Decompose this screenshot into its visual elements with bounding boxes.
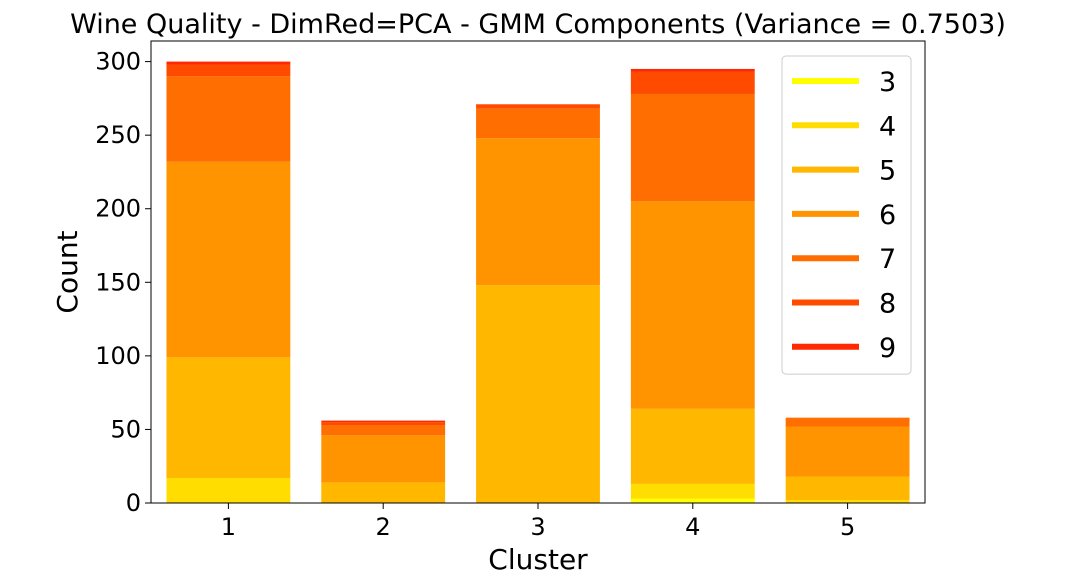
- bar-segment-cluster-3-quality-5: [476, 285, 600, 503]
- legend-label-8: 8: [879, 289, 896, 320]
- legend-label-7: 7: [879, 244, 896, 275]
- legend-label-5: 5: [879, 156, 896, 187]
- y-axis-label: Count: [51, 230, 84, 313]
- y-tick-label: 200: [95, 195, 141, 223]
- bar-segment-cluster-1-quality-9: [166, 61, 291, 65]
- y-tick-label: 150: [95, 268, 141, 296]
- x-tick-label: 2: [376, 513, 391, 541]
- bar-segment-cluster-1-quality-8: [166, 64, 291, 77]
- legend-label-4: 4: [879, 111, 896, 142]
- bar-segment-cluster-4-quality-4: [630, 483, 755, 499]
- bar-segment-cluster-2-quality-5: [321, 482, 446, 503]
- legend: 3 4 5 6 7 8 9: [781, 55, 912, 375]
- x-axis-label: Cluster: [488, 543, 588, 576]
- bar-segment-cluster-4-quality-3: [630, 498, 755, 503]
- bar-segment-cluster-2-quality-8: [321, 422, 446, 426]
- y-tick-label: 250: [95, 121, 141, 149]
- bar-segment-cluster-1-quality-7: [166, 76, 291, 162]
- x-tick-label: 5: [840, 513, 855, 541]
- bar-segment-cluster-5-quality-6: [785, 426, 910, 477]
- bar-segment-cluster-4-quality-5: [630, 408, 755, 484]
- bar-segment-cluster-3-quality-6: [476, 138, 600, 286]
- bar-segment-cluster-5-quality-7: [785, 417, 910, 427]
- bar-segment-cluster-3-quality-8: [476, 104, 600, 109]
- chart-title: Wine Quality - DimRed=PCA - GMM Componen…: [70, 9, 1006, 40]
- bar-segment-cluster-2-quality-7: [321, 425, 446, 436]
- bar-segment-cluster-1-quality-4: [166, 477, 291, 503]
- bar-segment-cluster-4-quality-8: [630, 71, 755, 94]
- x-tick-label: 3: [530, 513, 545, 541]
- bar-segment-cluster-2-quality-6: [321, 435, 446, 483]
- bar-segment-cluster-2-quality-9: [321, 420, 446, 423]
- y-tick-label: 50: [110, 415, 141, 443]
- bar-segment-cluster-4-quality-7: [630, 93, 755, 202]
- y-tick-label: 0: [126, 489, 141, 517]
- bar-segment-cluster-3-quality-7: [476, 108, 600, 139]
- bar-segment-cluster-5-quality-5: [785, 476, 910, 501]
- legend-label-9: 9: [879, 333, 896, 364]
- y-axis: 0 50 100 150 200 250 300: [95, 48, 151, 517]
- x-axis: 1 2 3 4 5: [221, 503, 855, 541]
- bars-layer: [166, 61, 910, 503]
- x-tick-label: 4: [685, 513, 700, 541]
- legend-label-3: 3: [879, 67, 896, 98]
- bar-segment-cluster-5-quality-4: [785, 500, 910, 503]
- legend-label-6: 6: [879, 200, 896, 231]
- bar-segment-cluster-4-quality-6: [630, 201, 755, 409]
- y-tick-label: 100: [95, 342, 141, 370]
- bar-segment-cluster-1-quality-6: [166, 161, 291, 358]
- x-tick-label: 1: [221, 513, 236, 541]
- y-tick-label: 300: [95, 48, 141, 76]
- bar-segment-cluster-1-quality-5: [166, 357, 291, 478]
- bar-segment-cluster-4-quality-9: [630, 68, 755, 72]
